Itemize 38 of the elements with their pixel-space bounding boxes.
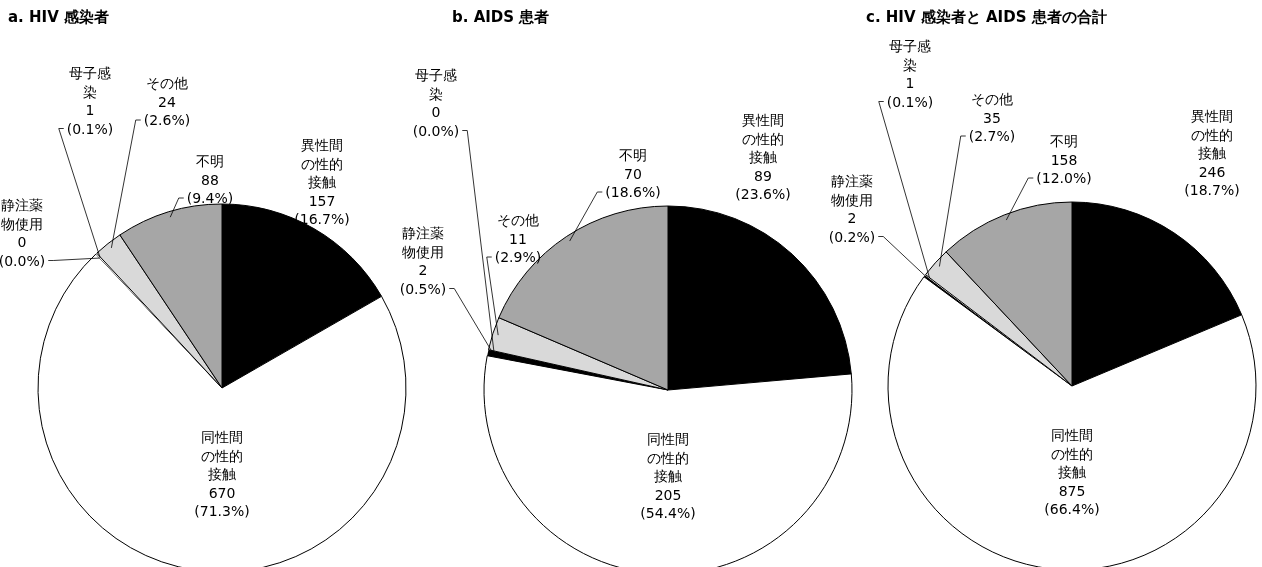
slice-label: 異性間の性的接触 xyxy=(1191,108,1233,161)
data-label: 205 (54.4%) xyxy=(640,486,696,521)
slice-label: その他 xyxy=(146,75,188,91)
data-label: 158 (12.0%) xyxy=(1036,151,1092,186)
slice-label: 不明 xyxy=(196,153,224,169)
data-label: 246 (18.7%) xyxy=(1184,163,1240,198)
data-label: 88 (9.4%) xyxy=(186,171,234,206)
data-label: 875 (66.4%) xyxy=(1044,482,1100,517)
data-label: 2 (0.5%) xyxy=(399,262,447,297)
slice-label: 静注薬物使用 xyxy=(831,173,873,208)
chart-title: a. HIV 感染者 xyxy=(8,8,110,26)
data-label: 670 (71.3%) xyxy=(194,484,250,519)
data-label: 24 (2.6%) xyxy=(143,93,191,128)
text: 0 (0.0%) xyxy=(412,104,460,139)
data-label: 1 (0.1%) xyxy=(886,75,934,110)
slice-label: 同性間の性的接触 xyxy=(201,429,243,482)
slice-label: 静注薬物使用 xyxy=(402,225,444,260)
data-label: 2 (0.2%) xyxy=(828,210,876,245)
slice-label: 異性間の性的接触 xyxy=(742,112,784,165)
data-label: 11 (2.9%) xyxy=(494,230,542,265)
text: 0 (0.0%) xyxy=(0,234,46,269)
data-label: 70 (18.6%) xyxy=(605,165,661,200)
slice-label: 母子感染 xyxy=(69,65,111,100)
slice-label: 同性間の性的接触 xyxy=(1051,427,1093,480)
slice-label: 不明 xyxy=(619,147,647,163)
slice-label: 異性間の性的接触 xyxy=(301,137,343,190)
data-label: 89 (23.6%) xyxy=(735,167,791,202)
slice-label: その他 xyxy=(971,91,1013,107)
chart-title: b. AIDS 患者 xyxy=(452,8,550,26)
chart-title: c. HIV 感染者と AIDS 患者の合計 xyxy=(866,8,1107,26)
data-label: 35 (2.7%) xyxy=(968,109,1016,144)
slice-label: 母子感染 xyxy=(889,38,931,73)
category-label: 静注薬物使用 xyxy=(1,197,43,232)
category-label: 母子感染 xyxy=(415,67,457,102)
slice-label: 同性間の性的接触 xyxy=(647,431,689,484)
slice-label: 不明 xyxy=(1050,133,1078,149)
data-label: 1 (0.1%) xyxy=(66,102,114,137)
slice-label: その他 xyxy=(497,212,539,228)
